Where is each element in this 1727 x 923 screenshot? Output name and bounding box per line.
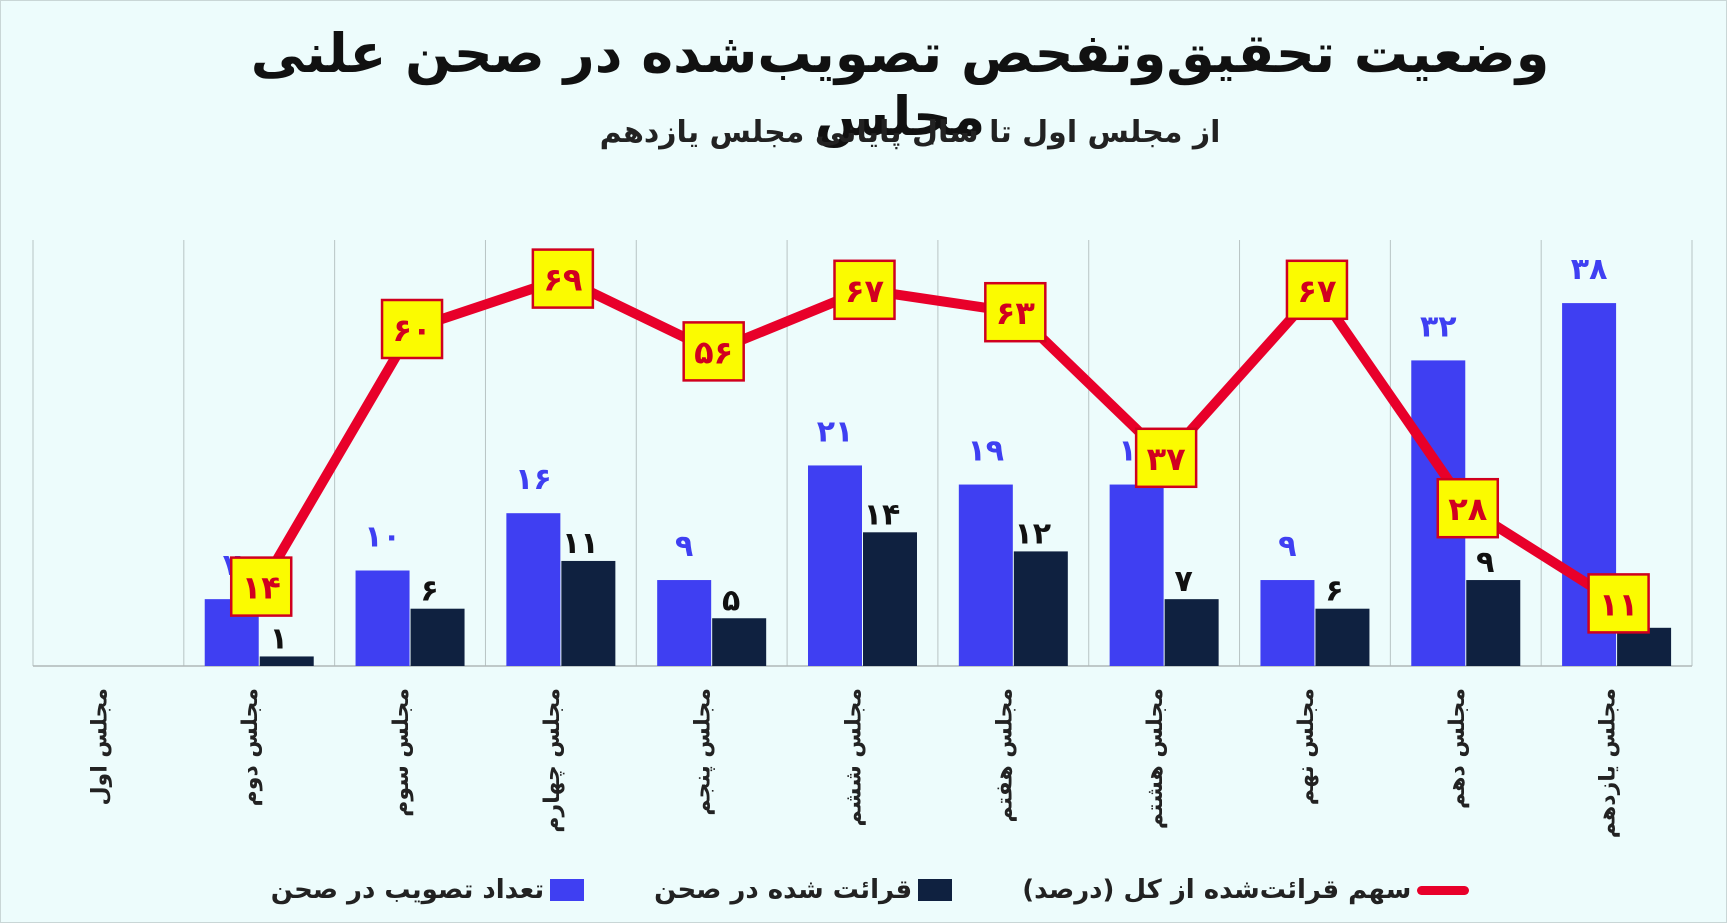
chart-title: وضعیت تحقیق‌وتفحص تصویب‌شده در صحن علنی … [250, 22, 1550, 148]
bar-approved [355, 570, 410, 666]
data-label-share: ۳۷ [1147, 440, 1187, 478]
data-label-share: ۵۶ [694, 333, 733, 371]
bar-read [712, 618, 767, 666]
legend: سهم قرائت‌شده از کل (درصد) قرائت شده در … [260, 868, 1480, 912]
legend-swatch-read [918, 879, 953, 901]
data-label-read: ۶ [420, 574, 438, 609]
bar-approved [808, 465, 862, 666]
share-label-box [1285, 259, 1349, 321]
share-label-box [833, 259, 896, 321]
data-label-read: ۹ [1476, 545, 1494, 580]
share-label-box [1436, 477, 1500, 539]
share-label-box [682, 321, 745, 382]
bar-approved [506, 513, 561, 666]
share-label-box [984, 281, 1047, 343]
share-label-box [380, 298, 444, 360]
data-label-read: ۶ [1325, 574, 1343, 609]
data-label-share: ۱۱ [1599, 585, 1638, 623]
bar-approved [657, 580, 712, 666]
bar-read [1466, 580, 1521, 666]
share-label-box [531, 248, 595, 309]
share-label-box [229, 556, 293, 617]
data-label-approved: ۹ [1278, 529, 1296, 564]
data-label-approved: ۲۱ [817, 414, 854, 449]
legend-item-approved: تعداد تصویب در صحن [270, 875, 585, 905]
category-label: مجلس دهم [1445, 688, 1470, 809]
bar-read [1164, 599, 1219, 666]
data-label-approved: ۱۰ [364, 520, 401, 555]
data-label-share: ۲۸ [1448, 490, 1488, 528]
bar-read [863, 532, 917, 666]
data-label-read: ۱۲ [1015, 516, 1052, 551]
category-label: مجلس اول [87, 688, 112, 806]
category-label: مجلس نهم [1294, 688, 1319, 805]
data-label-share: ۶۰ [393, 311, 432, 349]
category-label: مجلس سوم [389, 688, 414, 817]
data-label-approved: ۹ [675, 529, 693, 564]
bar-read [259, 656, 314, 666]
data-label-share: ۶۳ [996, 294, 1036, 332]
data-label-approved: ۱۹ [968, 434, 1005, 469]
category-label: مجلس دوم [238, 688, 263, 806]
data-label-read: ۱ [270, 621, 288, 656]
data-label-read: ۱۴ [864, 497, 901, 532]
share-label-box [1134, 427, 1198, 489]
chart-subtitle: از مجلس اول تا سال پایانی مجلس یازدهم [599, 115, 1221, 150]
data-label-share: ۶۷ [845, 272, 885, 310]
share-label-box [1587, 573, 1650, 634]
data-label-read: ۷ [1174, 564, 1192, 599]
legend-item-read: قرائت شده در صحن [654, 875, 953, 905]
legend-swatch-share [1417, 885, 1470, 895]
data-label-read: ۱۱ [562, 526, 599, 561]
bar-read [1013, 551, 1068, 666]
data-label-approved: ۳۲ [1420, 309, 1457, 344]
bar-read [1617, 627, 1672, 666]
data-label-share: ۱۴ [242, 569, 281, 607]
category-label: مجلس پنجم [691, 688, 716, 816]
data-label-approved: ۳۸ [1571, 252, 1608, 287]
data-label-share: ۶۹ [543, 261, 582, 299]
legend-label-share: سهم قرائت‌شده از کل (درصد) [1022, 875, 1412, 905]
data-label-read: ۵ [722, 583, 740, 618]
legend-label-read: قرائت شده در صحن [654, 875, 913, 905]
category-label: مجلس یازدهم [1596, 688, 1621, 838]
legend-swatch-approved [550, 879, 585, 901]
data-label-share: ۶۷ [1297, 272, 1337, 310]
category-label: مجلس هشتم [1143, 688, 1168, 829]
share-line [256, 273, 1624, 609]
bar-approved [958, 484, 1013, 666]
category-label: مجلس چهارم [540, 688, 565, 833]
category-label: مجلس هفتم [992, 688, 1017, 823]
bar-read [1315, 608, 1370, 666]
category-label: مجلس ششم [842, 688, 867, 827]
legend-label-approved: تعداد تصویب در صحن [270, 875, 545, 905]
data-label-approved: ۱۶ [515, 462, 552, 497]
bar-read [561, 560, 616, 666]
bar-approved [1109, 484, 1164, 666]
bar-approved [1260, 580, 1315, 666]
legend-item-share: سهم قرائت‌شده از کل (درصد) [1022, 875, 1470, 905]
bar-read [410, 608, 465, 666]
